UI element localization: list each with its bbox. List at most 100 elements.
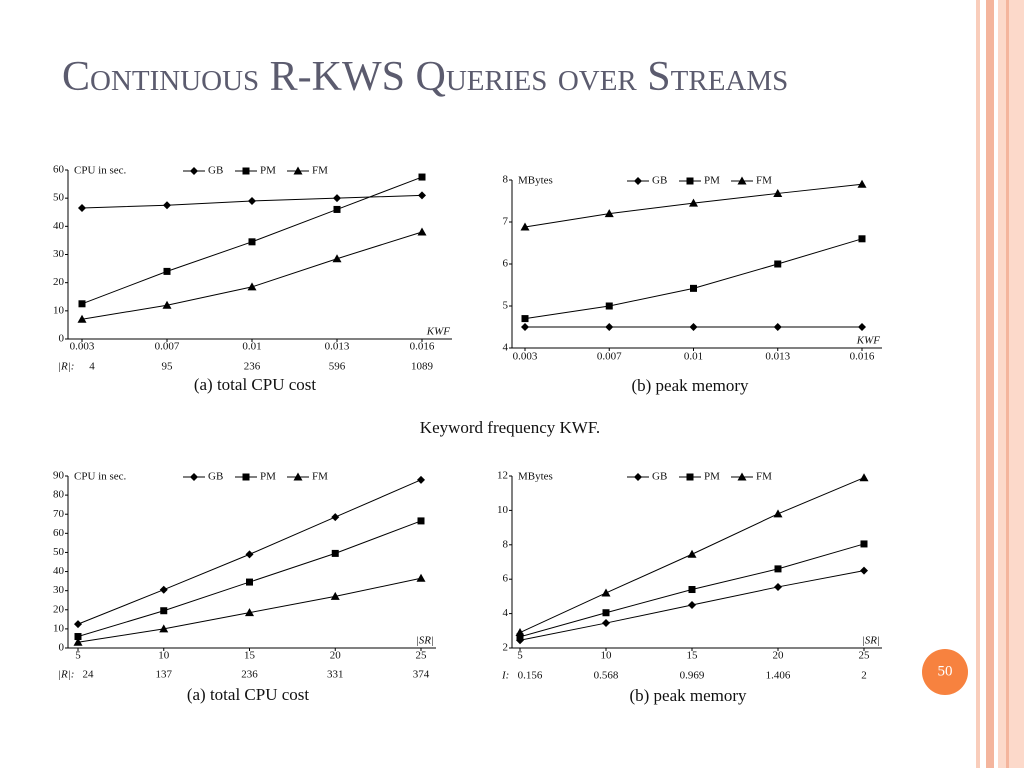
x-tick-label: 10 [601,650,613,662]
x-tick-label: 0.003 [513,351,538,363]
marker [686,473,694,481]
marker [521,323,529,331]
x-tick-label: 25 [859,650,871,662]
series-line [524,238,863,320]
decor-stripe [998,0,1024,768]
chart-subtitle: (a) total CPU cost [194,375,317,394]
marker [515,628,525,637]
legend-label: GB [652,471,667,483]
legend-label: FM [312,165,328,177]
y-tick-label: 60 [53,527,65,539]
marker [245,550,254,559]
y-tick-label: 4 [503,342,509,354]
marker [687,549,697,558]
marker [77,314,87,323]
x-axis-label: KWF [856,335,881,347]
page-badge [922,649,968,695]
row-value: 331 [327,669,344,681]
chart-subtitle: (b) peak memory [629,686,747,705]
marker [78,300,86,308]
legend-label: FM [756,175,772,187]
x-tick-label: 0.003 [70,341,95,353]
legend-label: PM [704,471,720,483]
y-tick-label: 7 [503,216,509,228]
marker [163,267,171,275]
marker [293,472,303,481]
y-tick-label: 10 [53,304,65,316]
row-value: 1089 [411,361,434,373]
y-axis-label: CPU in sec. [74,471,127,483]
marker [331,549,339,557]
row-value: 236 [244,361,261,373]
marker [246,578,253,586]
y-tick-label: 20 [53,603,65,615]
y-tick-label: 12 [497,470,508,482]
marker [773,509,783,518]
row-value: 137 [156,669,173,681]
marker [860,540,868,548]
marker [605,323,614,331]
marker [860,566,868,575]
marker [417,475,425,484]
y-tick-label: 10 [497,504,509,516]
y-tick-label: 80 [53,489,65,501]
marker [737,176,747,185]
marker [634,177,642,185]
marker [602,609,610,617]
row-value: 95 [162,361,174,373]
row-label: |R|: [58,669,74,681]
x-tick-label: 0.007 [597,351,622,363]
row-value: 2 [861,670,867,682]
caption: Keyword frequency KWF. [420,418,600,437]
y-tick-label: 0 [59,333,65,345]
marker [773,188,783,197]
marker [248,196,256,205]
marker [516,633,524,641]
marker [74,620,82,629]
y-axis-label: MBytes [518,175,553,187]
legend-label: GB [208,165,223,177]
marker [417,227,427,236]
y-tick-label: 8 [503,538,509,550]
marker [858,235,866,243]
x-tick-label: 15 [687,650,699,662]
marker [330,591,340,600]
marker [416,573,426,582]
chart-subtitle: (a) total CPU cost [187,685,310,704]
marker [857,179,867,188]
marker [773,323,782,331]
row-value: 0.969 [680,670,705,682]
legend-label: PM [704,175,720,187]
marker [159,624,169,633]
row-value: 4 [89,361,95,373]
row-value: 236 [241,669,258,681]
y-axis-label: MBytes [518,471,553,483]
x-axis-label: |SR| [416,635,434,647]
y-tick-label: 90 [53,470,65,482]
y-tick-label: 50 [53,192,65,204]
y-tick-label: 40 [53,565,65,577]
x-tick-label: 0.007 [155,341,180,353]
x-tick-label: 0.01 [242,341,261,353]
y-tick-label: 50 [53,546,65,558]
legend-label: FM [756,471,772,483]
marker [418,173,426,181]
marker [242,473,250,481]
x-tick-label: 10 [158,650,170,662]
decor-stripe [1006,0,1009,768]
y-tick-label: 60 [53,164,65,176]
marker [78,204,86,213]
y-tick-label: 10 [53,622,65,634]
y-tick-label: 6 [503,573,509,585]
x-tick-label: 5 [75,650,81,662]
marker [858,323,866,331]
row-value: 596 [329,361,346,373]
legend-label: GB [652,175,667,187]
marker [774,582,782,591]
row-value: 374 [413,669,430,681]
y-tick-label: 4 [503,607,509,619]
row-value: 24 [83,669,95,681]
marker [689,198,698,207]
